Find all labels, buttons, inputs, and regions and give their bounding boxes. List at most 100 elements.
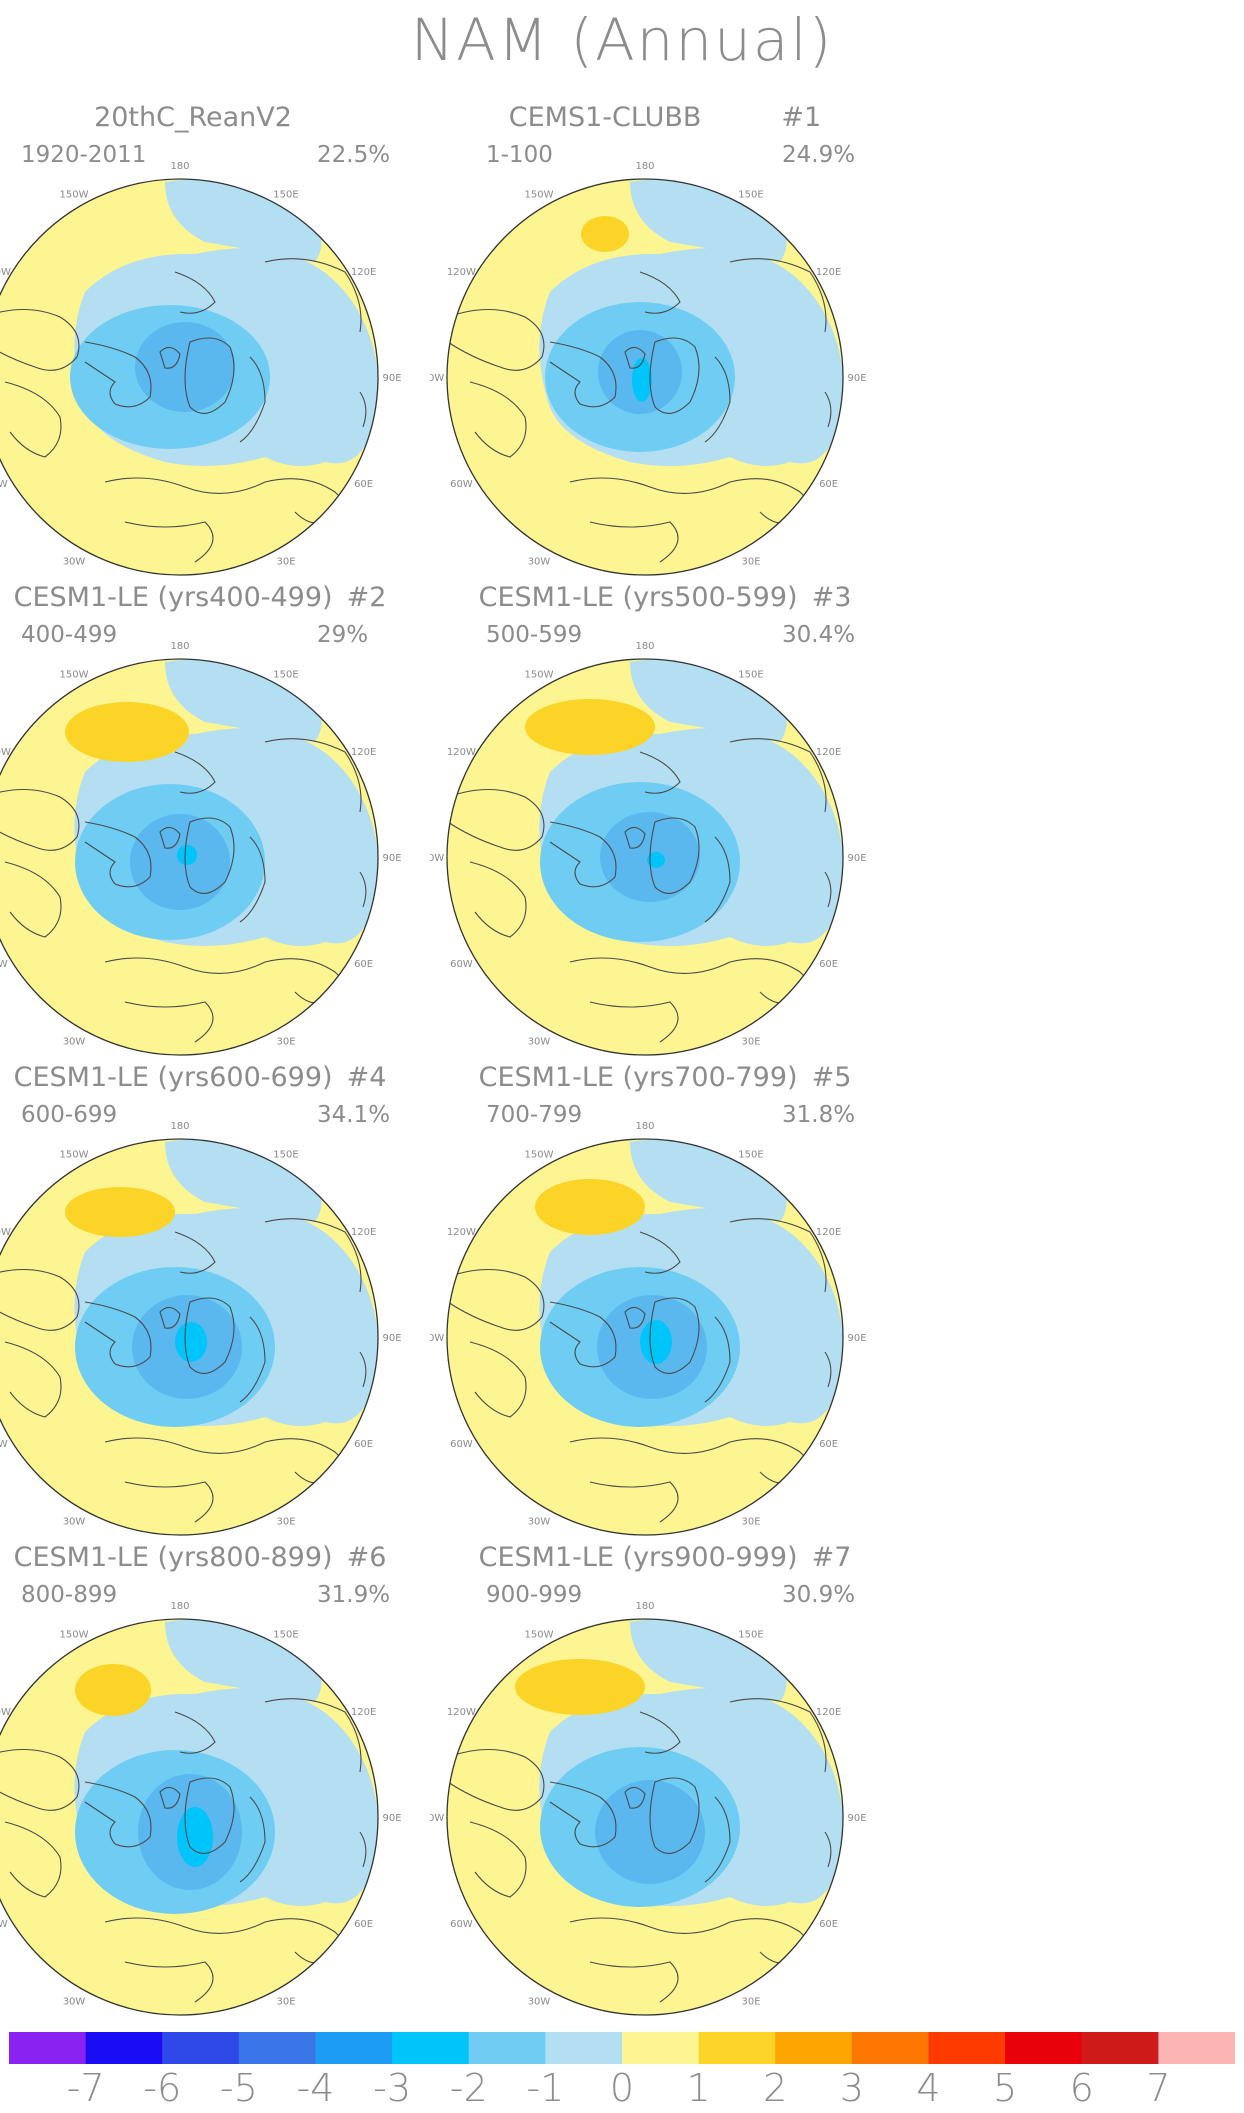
longitude-label: 120E bbox=[351, 747, 376, 758]
longitude-label: 120W bbox=[447, 1707, 476, 1718]
longitude-label: 90E bbox=[847, 1813, 866, 1824]
colorbar-label: -1 bbox=[526, 2066, 565, 2110]
longitude-label: 30W bbox=[63, 1517, 86, 1528]
longitude-label: 120W bbox=[447, 747, 476, 758]
map-field bbox=[0, 1139, 378, 1535]
colorbar-label: -5 bbox=[219, 2066, 258, 2110]
longitude-label: 30E bbox=[276, 1517, 295, 1528]
longitude-label: 150E bbox=[738, 669, 763, 680]
coastline bbox=[184, 817, 235, 894]
longitude-label: 60E bbox=[354, 479, 373, 490]
longitude-label: 30W bbox=[63, 1997, 86, 2008]
coastline bbox=[729, 258, 827, 333]
coastline bbox=[469, 1821, 527, 1898]
colorbar-swatch bbox=[9, 2032, 87, 2064]
field-positive-center bbox=[515, 1659, 645, 1715]
colorbar-swatch bbox=[775, 2032, 853, 2064]
longitude-label: 30W bbox=[528, 557, 551, 568]
coastline bbox=[264, 258, 362, 333]
panel-period: 800-899 bbox=[21, 1582, 118, 1608]
polar-map: 180150E120E90E60E30E030W60W90W120W150W bbox=[430, 641, 867, 1056]
longitude-label: 60W bbox=[450, 479, 473, 490]
colorbar-swatch bbox=[468, 2032, 546, 2064]
longitude-label: 180 bbox=[170, 161, 189, 172]
coastline bbox=[174, 751, 216, 794]
map-boundary bbox=[0, 1138, 379, 1536]
longitude-label: 150E bbox=[273, 189, 298, 200]
colorbar-label: 5 bbox=[993, 2066, 1018, 2110]
longitude-label: 90E bbox=[382, 1333, 401, 1344]
longitude-label: 30W bbox=[63, 1037, 86, 1048]
coastline bbox=[589, 521, 679, 563]
coastlines bbox=[447, 738, 843, 1043]
coastline bbox=[624, 826, 646, 849]
colorbar-swatch bbox=[85, 2032, 163, 2064]
longitude-label: 150E bbox=[738, 189, 763, 200]
colorbar-swatch bbox=[622, 2032, 700, 2064]
map-panel: CESM1-LE (yrs600-699) #4 600-699 34.1% 180 15… bbox=[0, 1062, 435, 1542]
field-negative-core bbox=[177, 1807, 213, 1867]
field-positive-center bbox=[75, 1664, 151, 1716]
panel-member: #4 bbox=[346, 1062, 387, 1093]
coastline bbox=[159, 1306, 181, 1329]
longitude-label: 90W bbox=[430, 373, 444, 384]
longitude-label: 30W bbox=[528, 1997, 551, 2008]
longitude-label: 120W bbox=[0, 267, 11, 278]
longitude-label: 150W bbox=[60, 189, 89, 200]
coastline bbox=[239, 1316, 266, 1403]
longitude-label: 60W bbox=[0, 1439, 8, 1450]
coastline bbox=[359, 871, 367, 908]
longitude-label: 60E bbox=[819, 1919, 838, 1930]
longitude-label: 60E bbox=[354, 959, 373, 970]
longitude-label: 150W bbox=[525, 189, 554, 200]
panel-variance: 22.5% bbox=[317, 142, 391, 168]
colorbar-swatch bbox=[1005, 2032, 1083, 2064]
coastlines bbox=[447, 1218, 843, 1523]
coastline bbox=[359, 391, 367, 428]
field-negative-strong bbox=[135, 322, 235, 412]
map-field bbox=[0, 659, 378, 1055]
panel-member: #3 bbox=[811, 582, 852, 613]
longitude-label: 30E bbox=[276, 1037, 295, 1048]
coastline bbox=[549, 341, 617, 408]
longitude-label: 60E bbox=[819, 1439, 838, 1450]
panel-variance: 31.8% bbox=[782, 1102, 856, 1128]
coastline bbox=[729, 1698, 827, 1773]
field-negative-core bbox=[175, 1322, 207, 1362]
longitude-label: 60W bbox=[0, 1919, 8, 1930]
colorbar-swatch bbox=[851, 2032, 929, 2064]
longitude-label: 90E bbox=[382, 1813, 401, 1824]
longitude-label: 150E bbox=[738, 1629, 763, 1640]
colorbar-label: 2 bbox=[763, 2066, 788, 2110]
coastline bbox=[264, 738, 362, 813]
panel-title: CESM1-LE (yrs700-799) #5 bbox=[430, 1062, 900, 1093]
panel-variance: 24.9% bbox=[782, 142, 856, 168]
panel-title: CESM1-LE (yrs800-899) #6 bbox=[0, 1542, 435, 1573]
colorbar-swatch bbox=[238, 2032, 316, 2064]
longitude-label: 90W bbox=[430, 853, 444, 864]
coastline bbox=[239, 1796, 266, 1883]
coastline bbox=[649, 337, 700, 414]
map-boundary bbox=[0, 1618, 379, 2016]
panel-title: CESM1-LE (yrs500-599) #3 bbox=[430, 582, 900, 613]
longitude-label: 120W bbox=[447, 1227, 476, 1238]
colorbar-labels: -7 -6 -5 -4 -3 -2 -1 0 1 2 3 4 5 6 7 bbox=[0, 2066, 1244, 2112]
field-negative-core bbox=[632, 358, 652, 402]
colorbar-label: 7 bbox=[1146, 2066, 1171, 2110]
longitude-label: 90E bbox=[382, 853, 401, 864]
colorbar-label: -7 bbox=[66, 2066, 105, 2110]
panel-member: #5 bbox=[811, 1062, 852, 1093]
longitude-label: 180 bbox=[635, 1601, 654, 1612]
coastline bbox=[624, 346, 646, 369]
colorbar-label: -6 bbox=[143, 2066, 182, 2110]
panel-title-text: 20thC_ReanV2 bbox=[94, 102, 292, 133]
coastline bbox=[649, 1777, 700, 1854]
longitude-label: 90W bbox=[430, 1333, 444, 1344]
longitude-label: 60W bbox=[450, 1439, 473, 1450]
longitude-label: 150W bbox=[60, 1629, 89, 1640]
polar-map: 180150E120E90E60E30E030W60W90W120W150W bbox=[0, 161, 402, 576]
coastline bbox=[447, 1269, 545, 1331]
map-field bbox=[447, 1619, 843, 2015]
polar-map: 180150E120E90E60E30E030W60W90W120W150W bbox=[430, 1601, 867, 2016]
coastline bbox=[359, 1831, 367, 1868]
